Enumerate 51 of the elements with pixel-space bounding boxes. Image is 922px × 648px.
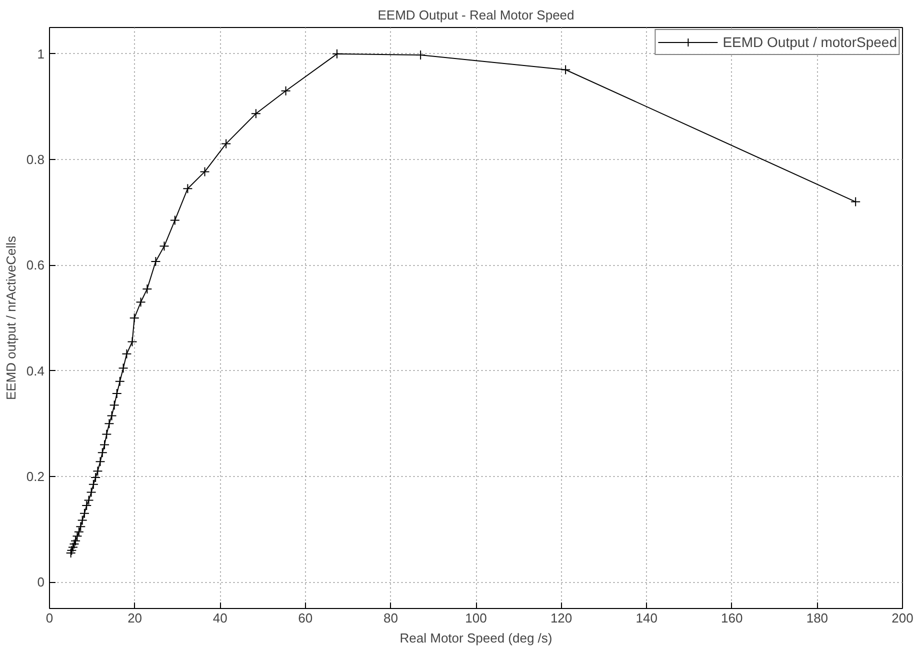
x-tick-label: 80 [383, 610, 398, 626]
point [332, 48, 342, 59]
point [136, 297, 146, 308]
x-tick-label: 60 [298, 610, 313, 626]
y-tick-label: 0.4 [26, 363, 45, 378]
point [200, 166, 210, 177]
point [109, 400, 120, 410]
point [150, 256, 161, 266]
point [221, 138, 232, 149]
x-tick-label: 140 [636, 610, 658, 626]
x-tick-label: 200 [892, 610, 914, 626]
point [122, 348, 132, 359]
point [77, 515, 88, 526]
y-tick-label: 1 [37, 46, 45, 62]
point [250, 108, 261, 119]
point [850, 196, 861, 207]
point [112, 388, 122, 399]
point [182, 184, 193, 194]
point [560, 64, 571, 75]
point [129, 313, 140, 323]
point [102, 429, 112, 440]
point [118, 363, 128, 374]
point [159, 241, 170, 252]
chart-title: EEMD Output - Real Motor Speed [378, 8, 574, 22]
point [104, 418, 114, 429]
y-axis-title: EEMD output / nrActiveCells [3, 236, 18, 400]
point [127, 336, 138, 347]
x-tick-label: 160 [721, 610, 743, 626]
point [97, 448, 108, 458]
legend-label: EEMD Output / motorSpeed [722, 34, 897, 50]
point [86, 487, 96, 498]
point [142, 284, 152, 294]
point [79, 508, 90, 518]
y-tick-label: 0 [37, 574, 45, 590]
x-tick-label: 180 [806, 610, 828, 626]
x-tick-label: 120 [550, 610, 572, 626]
y-tick-label: 0.6 [26, 258, 45, 273]
point [95, 456, 106, 467]
point [88, 479, 98, 490]
x-tick-label: 20 [128, 610, 142, 626]
point [280, 86, 291, 96]
point [106, 410, 117, 421]
x-tick-label: 40 [212, 610, 228, 626]
x-axis-title: Real Motor Speed (deg /s) [400, 630, 552, 646]
x-tick-label: 100 [465, 610, 487, 626]
point [170, 215, 180, 226]
point [114, 376, 125, 386]
y-tick-label: 0.8 [26, 152, 45, 168]
point [100, 440, 110, 450]
point [416, 50, 426, 60]
y-tick-label: 0.2 [26, 468, 45, 484]
